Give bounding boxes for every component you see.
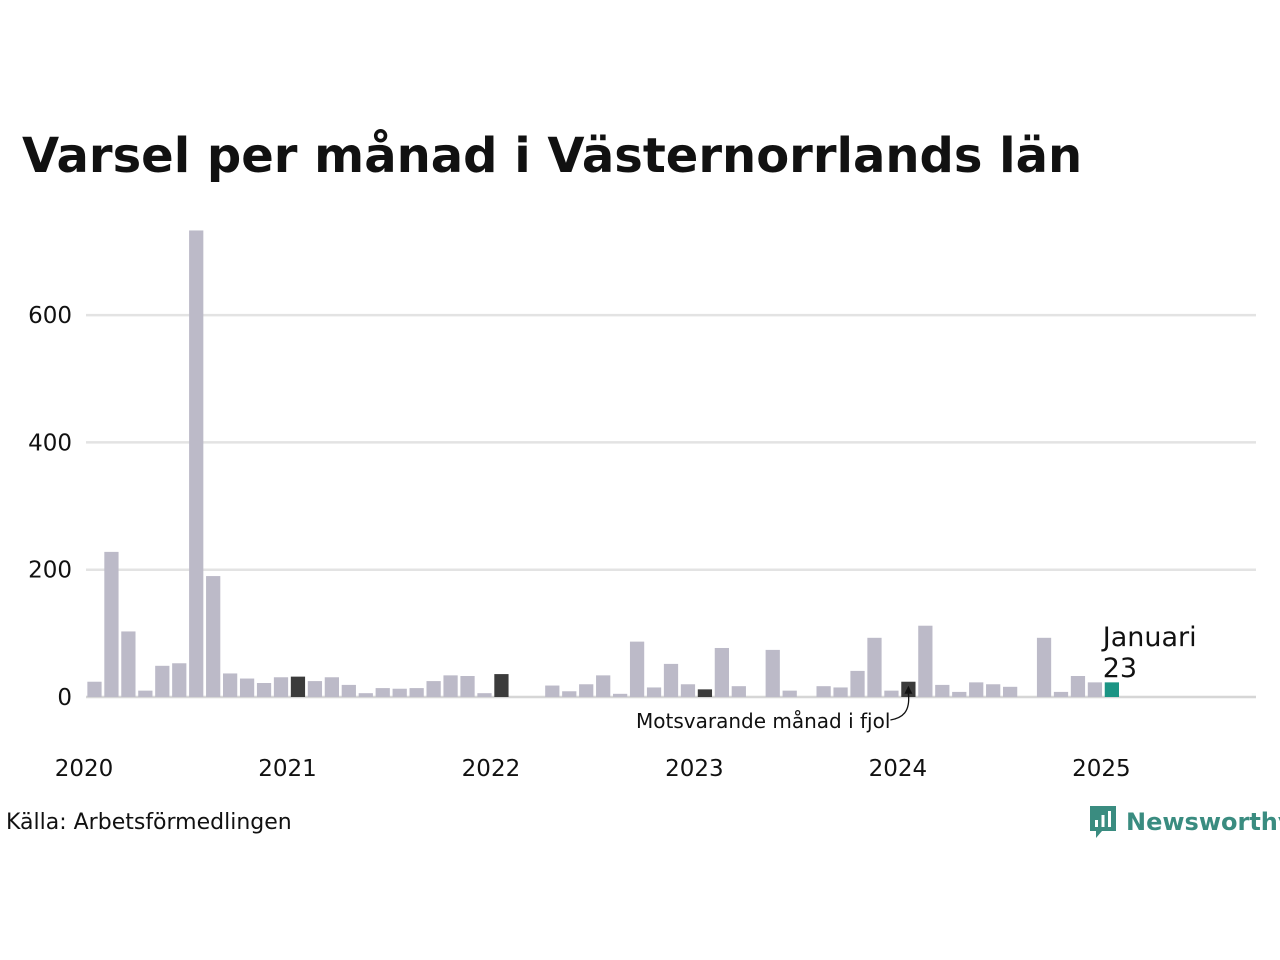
y-tick-label: 0 [57, 685, 72, 711]
bar [1003, 686, 1018, 697]
bar [867, 637, 882, 697]
bar [239, 678, 255, 697]
gridlines [86, 313, 1256, 699]
annotations: Januari 23 Motsvarande månad i fjol [636, 622, 1197, 733]
bar [189, 230, 204, 698]
bar [375, 688, 390, 697]
bar [1070, 675, 1086, 697]
bar [206, 576, 221, 697]
bar [663, 663, 679, 697]
bar [121, 631, 136, 697]
current-value-label: 23 [1103, 653, 1137, 684]
bar [307, 681, 323, 697]
current-month-label: Januari [1101, 622, 1197, 653]
bar [409, 688, 424, 697]
bars [87, 230, 1119, 698]
bar [155, 665, 170, 697]
x-tick-label: 2022 [462, 756, 521, 782]
annotation-arrow [890, 693, 910, 721]
bar [986, 684, 1001, 697]
annotation-arrowhead [904, 685, 913, 694]
newsworthy-logo-icon [1090, 806, 1116, 838]
logo-text: Newsworthy [1126, 808, 1280, 836]
bar [290, 676, 306, 697]
source-note: Källa: Arbetsförmedlingen [6, 810, 292, 835]
bar [443, 675, 458, 697]
bar [714, 647, 729, 697]
bar [562, 691, 577, 697]
bar [392, 688, 407, 697]
bar [477, 693, 492, 697]
bar [545, 685, 560, 697]
bar [935, 684, 950, 697]
x-tick-label: 2021 [258, 756, 317, 782]
newsworthy-logo: Newsworthy [1088, 804, 1280, 840]
x-tick-label: 2024 [869, 756, 928, 782]
bar [596, 675, 611, 697]
bar [1104, 682, 1119, 697]
y-tick-label: 200 [28, 558, 72, 584]
previous-year-annotation: Motsvarande månad i fjol [636, 709, 890, 733]
bar [1036, 637, 1052, 697]
bar [629, 641, 645, 697]
bar [782, 690, 797, 697]
y-axis-ticks: 0 200 400 600 [28, 303, 72, 711]
x-tick-label: 2020 [55, 756, 114, 782]
y-tick-label: 600 [28, 303, 72, 329]
bar [1053, 691, 1069, 697]
bar [731, 686, 746, 697]
bar [426, 681, 441, 697]
bar [1087, 682, 1103, 697]
bar [765, 649, 780, 697]
bar [816, 686, 831, 697]
bar [850, 670, 865, 697]
bar [324, 677, 339, 697]
bar [884, 690, 899, 697]
x-tick-label: 2023 [665, 756, 724, 782]
bar [579, 684, 594, 697]
bar [223, 673, 238, 697]
bar [104, 551, 119, 697]
bar [358, 693, 373, 697]
bar [697, 689, 713, 697]
bar [256, 682, 272, 697]
bar [969, 682, 984, 697]
x-axis-ticks: 2020 2021 2022 2023 2024 2025 [55, 756, 1131, 782]
x-tick-label: 2025 [1072, 756, 1131, 782]
bar [613, 693, 628, 697]
bar [138, 690, 153, 697]
bar [341, 684, 356, 697]
bar [680, 684, 696, 697]
bar [952, 691, 967, 697]
y-tick-label: 400 [28, 430, 72, 456]
bar [833, 687, 848, 697]
bar [646, 687, 662, 697]
bar [273, 677, 289, 697]
bar [460, 675, 475, 697]
bar [87, 681, 102, 697]
bar [172, 663, 187, 697]
chart-title: Varsel per månad i Västernorrlands län [22, 128, 1083, 184]
bar [494, 674, 509, 697]
bar [918, 625, 933, 697]
